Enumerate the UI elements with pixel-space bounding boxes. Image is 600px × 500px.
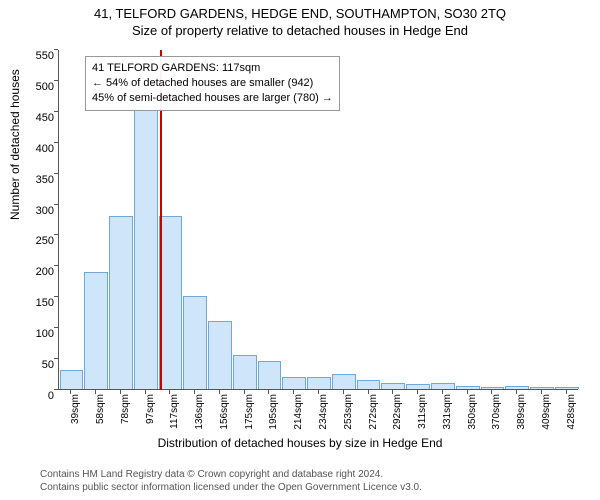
y-tick-mark (54, 358, 58, 359)
annotation-box: 41 TELFORD GARDENS: 117sqm ← 54% of deta… (85, 56, 340, 111)
y-tick-label: 0 (20, 390, 54, 402)
x-tick-label: 156sqm (219, 394, 230, 430)
histogram-bar (332, 374, 356, 389)
histogram-bar (134, 106, 158, 389)
x-tick-label: 253sqm (343, 394, 354, 430)
y-tick-label: 550 (20, 50, 54, 62)
chart-area: 41 TELFORD GARDENS: 117sqm ← 54% of deta… (58, 50, 578, 420)
histogram-bar (456, 386, 480, 389)
y-tick-mark (54, 49, 58, 50)
histogram-bar (381, 383, 405, 389)
x-axis-label: Distribution of detached houses by size … (0, 436, 600, 450)
x-tick-label: 136sqm (194, 394, 205, 430)
y-tick-label: 200 (20, 266, 54, 278)
y-tick-mark (54, 142, 58, 143)
y-tick-mark (54, 204, 58, 205)
histogram-bar (60, 370, 84, 389)
x-tick-label: 78sqm (120, 394, 131, 424)
x-tick-label: 214sqm (293, 394, 304, 430)
annotation-line3: 45% of semi-detached houses are larger (… (92, 91, 333, 106)
x-tick-label: 272sqm (368, 394, 379, 430)
y-tick-mark (54, 111, 58, 112)
footer-attribution: Contains HM Land Registry data © Crown c… (40, 469, 422, 494)
histogram-bar (307, 377, 331, 389)
y-tick-label: 500 (20, 81, 54, 93)
x-tick-label: 117sqm (169, 394, 180, 429)
y-tick-mark (54, 80, 58, 81)
y-tick-mark (54, 265, 58, 266)
y-tick-label: 450 (20, 112, 54, 124)
x-tick-label: 331sqm (442, 394, 453, 430)
x-tick-label: 409sqm (541, 394, 552, 430)
y-tick-label: 400 (20, 143, 54, 155)
x-tick-label: 39sqm (70, 394, 81, 424)
histogram-bar (530, 387, 554, 389)
y-tick-label: 250 (20, 235, 54, 247)
y-tick-label: 50 (20, 359, 54, 371)
x-tick-label: 389sqm (516, 394, 527, 430)
histogram-bar (282, 377, 306, 389)
annotation-line1: 41 TELFORD GARDENS: 117sqm (92, 61, 333, 76)
x-tick-label: 234sqm (318, 394, 329, 430)
y-tick-mark (54, 327, 58, 328)
histogram-bar (84, 272, 108, 389)
histogram-bar (555, 387, 579, 389)
histogram-bar (481, 387, 505, 389)
footer-line2: Contains public sector information licen… (40, 482, 422, 495)
histogram-bar (183, 296, 207, 389)
y-tick-label: 300 (20, 205, 54, 217)
histogram-bar (357, 380, 381, 389)
x-tick-label: 350sqm (467, 394, 478, 430)
histogram-bar (505, 386, 529, 389)
y-tick-label: 150 (20, 297, 54, 309)
x-tick-label: 195sqm (268, 394, 279, 430)
y-tick-mark (54, 173, 58, 174)
histogram-bar (109, 216, 133, 389)
x-tick-label: 311sqm (417, 394, 428, 429)
annotation-line2: ← 54% of detached houses are smaller (94… (92, 76, 333, 91)
y-tick-label: 100 (20, 328, 54, 340)
y-tick-label: 350 (20, 174, 54, 186)
x-tick-label: 175sqm (244, 394, 255, 430)
x-tick-label: 370sqm (491, 394, 502, 430)
histogram-bar (406, 384, 430, 389)
histogram-bar (208, 321, 232, 389)
chart-title-line2: Size of property relative to detached ho… (0, 23, 600, 38)
x-tick-label: 292sqm (392, 394, 403, 430)
y-tick-mark (54, 296, 58, 297)
y-tick-mark (54, 234, 58, 235)
x-tick-label: 97sqm (145, 394, 156, 424)
histogram-bar (258, 361, 282, 389)
plot-area: 41 TELFORD GARDENS: 117sqm ← 54% of deta… (58, 50, 578, 390)
y-tick-mark (54, 389, 58, 390)
histogram-bar (431, 383, 455, 389)
x-tick-label: 428sqm (566, 394, 577, 430)
x-tick-label: 58sqm (95, 394, 106, 424)
chart-title-line1: 41, TELFORD GARDENS, HEDGE END, SOUTHAMP… (0, 6, 600, 21)
histogram-bar (233, 355, 257, 389)
footer-line1: Contains HM Land Registry data © Crown c… (40, 469, 422, 482)
